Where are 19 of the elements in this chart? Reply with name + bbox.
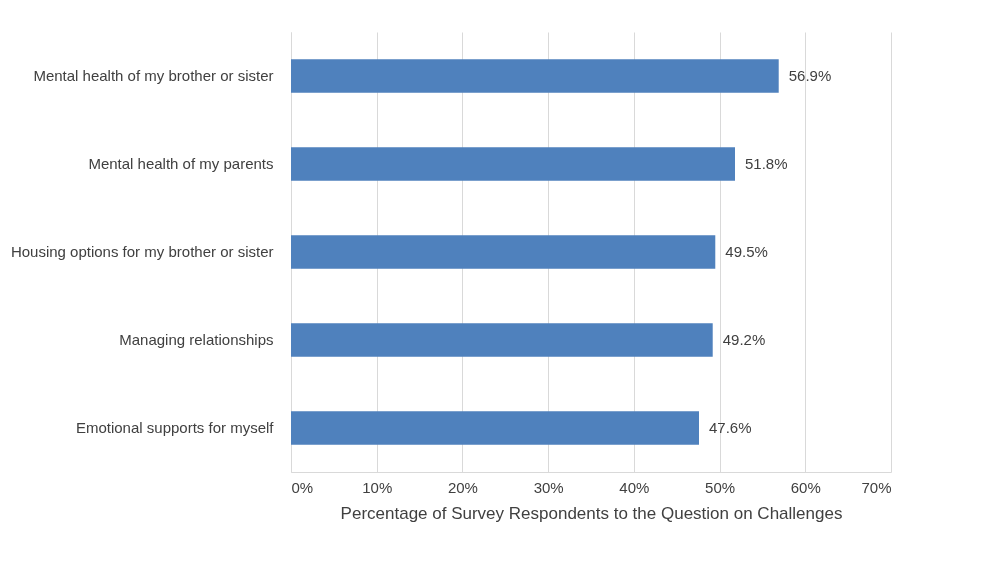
data-label: 49.5% (725, 243, 768, 260)
x-tick-label: 70% (861, 478, 892, 496)
data-label: 51.8% (745, 155, 788, 172)
x-tick-label: 10% (362, 478, 393, 496)
data-label: 49.2% (722, 331, 766, 348)
x-tick-label: 50% (705, 478, 736, 496)
x-tick-label: 60% (790, 478, 821, 496)
y-tick-label: Mental health of my brother or sister (33, 67, 274, 84)
data-label: 47.6% (709, 419, 752, 436)
y-tick-label: Housing options for my brother or sister (10, 243, 274, 260)
x-tick-label: 30% (533, 478, 564, 496)
y-tick-label: Managing relationships (119, 331, 274, 348)
x-tick-label: 20% (447, 478, 478, 496)
y-tick-label: Mental health of my parents (88, 155, 274, 172)
x-tick-label: 40% (619, 478, 650, 496)
x-tick-label: 0% (291, 478, 314, 496)
y-tick-label: Emotional supports for myself (75, 419, 275, 436)
data-label: 56.9% (788, 67, 832, 84)
x-axis-title: Percentage of Survey Respondents to the Question on Challenges (340, 503, 843, 523)
